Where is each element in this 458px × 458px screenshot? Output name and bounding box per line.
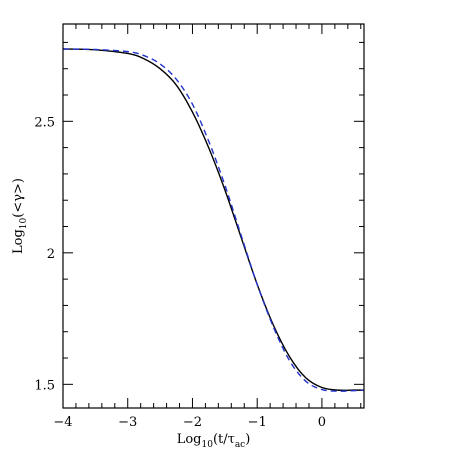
x-tick-labels: −4 −3 −2 −1 0 <box>53 415 326 430</box>
series-line-dashed <box>62 48 365 392</box>
y-tick-label: 2 <box>47 247 55 262</box>
series-line-solid <box>62 48 364 392</box>
axis-ticks <box>62 24 364 408</box>
x-tick-label: 0 <box>318 415 326 430</box>
x-tick-label: −2 <box>183 415 202 430</box>
y-axis-label: Log10(<γ>) <box>11 178 29 254</box>
series-lines <box>62 48 365 392</box>
y-tick-label: 1.5 <box>34 378 55 393</box>
x-tick-label: −4 <box>53 415 72 430</box>
x-axis-label: Log10(t/τac) <box>177 432 251 450</box>
x-tick-label: −3 <box>118 415 137 430</box>
y-tick-label: 2.5 <box>34 115 55 130</box>
plot-frame <box>62 23 365 409</box>
y-tick-labels: 1.5 2 2.5 <box>34 115 55 393</box>
x-tick-label: −1 <box>248 415 267 430</box>
